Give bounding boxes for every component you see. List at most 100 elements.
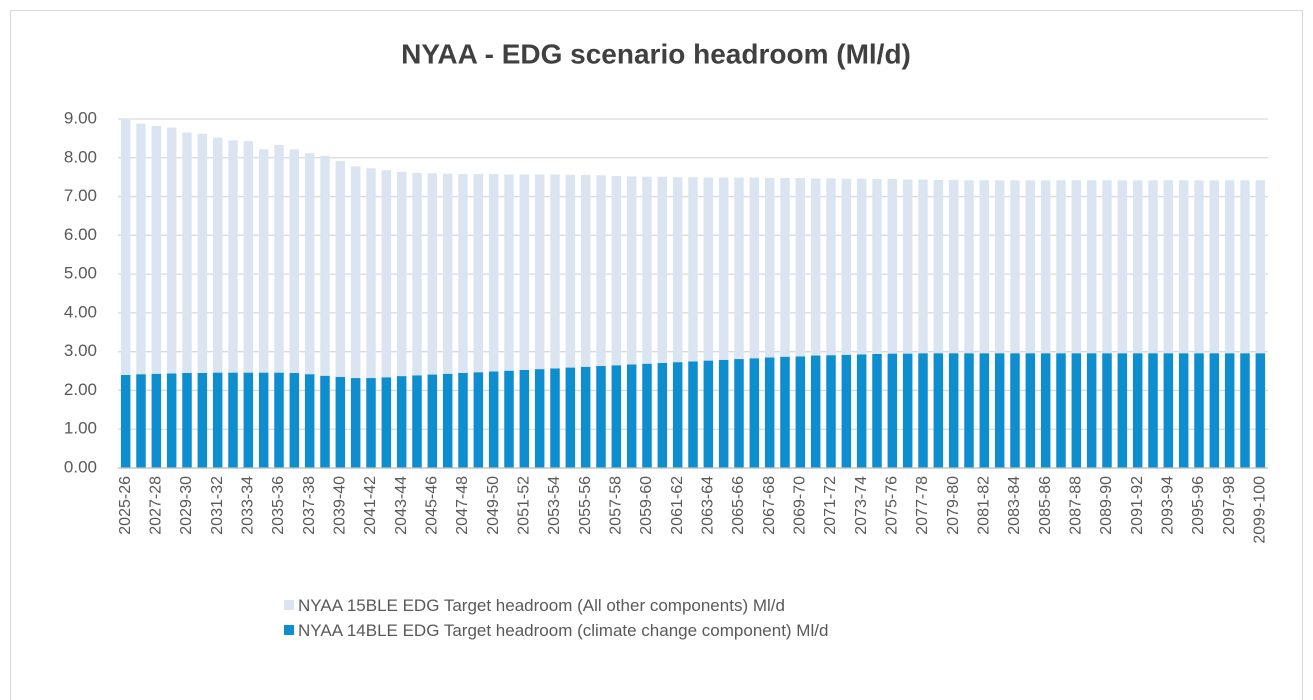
bar-segment bbox=[120, 374, 131, 468]
bar-segment bbox=[212, 372, 223, 468]
bar-segment bbox=[565, 367, 576, 468]
bar-segment bbox=[120, 119, 131, 375]
bar-segment bbox=[933, 179, 944, 354]
bar-segment bbox=[212, 137, 223, 373]
bar-segment bbox=[442, 373, 453, 468]
bar-segment bbox=[1148, 180, 1158, 354]
bar-segment bbox=[611, 176, 622, 366]
bar-segment bbox=[764, 177, 775, 358]
bar-segment bbox=[396, 376, 407, 468]
bar-segment bbox=[841, 354, 852, 468]
legend-label: NYAA 14BLE EDG Target headroom (climate … bbox=[298, 621, 829, 640]
bar-segment bbox=[642, 363, 652, 468]
x-tick-label: 2073-74 bbox=[853, 476, 870, 535]
bar-segment bbox=[258, 372, 269, 468]
bar-segment bbox=[1025, 353, 1036, 468]
bar-segment bbox=[243, 141, 254, 373]
x-tick-label: 2055-56 bbox=[577, 476, 594, 535]
x-tick-label: 2069-70 bbox=[792, 476, 809, 535]
bar-segment bbox=[350, 166, 361, 379]
bar-segment bbox=[1010, 353, 1020, 468]
bar-segment bbox=[764, 357, 775, 468]
bar-segment bbox=[1102, 353, 1112, 468]
bar-segment bbox=[902, 179, 913, 354]
bar-segment bbox=[1071, 353, 1082, 468]
legend-swatch bbox=[284, 600, 294, 610]
bar-segment bbox=[504, 174, 514, 371]
bar-segment bbox=[872, 353, 882, 468]
bar-segment bbox=[197, 372, 208, 468]
bar-segment bbox=[534, 369, 545, 468]
bar-segment bbox=[657, 362, 668, 468]
bar-segment bbox=[749, 177, 760, 359]
x-tick-label: 2053-54 bbox=[546, 476, 563, 535]
x-tick-label: 2043-44 bbox=[393, 476, 410, 535]
y-tick-label: 1.00 bbox=[64, 419, 97, 438]
bar-segment bbox=[580, 366, 591, 468]
bar-segment bbox=[1132, 180, 1143, 354]
bar-segment bbox=[703, 360, 714, 468]
bar-segment bbox=[810, 178, 821, 356]
bar-segment bbox=[151, 373, 162, 468]
x-tick-label: 2027-28 bbox=[148, 476, 165, 535]
bar-segment bbox=[458, 174, 468, 373]
x-tick-label: 2051-52 bbox=[516, 476, 533, 535]
y-tick-label: 4.00 bbox=[64, 302, 97, 321]
x-tick-label: 2067-68 bbox=[761, 476, 778, 535]
bar-segment bbox=[274, 372, 284, 468]
bar-segment bbox=[182, 372, 192, 468]
bar-segment bbox=[1163, 180, 1174, 354]
bar-segment bbox=[657, 176, 668, 363]
bar-segment bbox=[795, 356, 806, 468]
bar-segment bbox=[688, 177, 698, 362]
x-tick-label: 2063-64 bbox=[700, 476, 717, 535]
bar-segment bbox=[1163, 353, 1174, 468]
bar-segment bbox=[1056, 180, 1066, 354]
bar-segment bbox=[642, 176, 652, 364]
bar-segment bbox=[350, 378, 361, 468]
x-tick-label: 2075-76 bbox=[884, 476, 901, 535]
bar-segment bbox=[228, 372, 238, 468]
bar-segment bbox=[810, 355, 821, 468]
bar-segment bbox=[1178, 353, 1189, 468]
bar-segment bbox=[979, 353, 990, 468]
bar-segment bbox=[902, 353, 913, 468]
bar-segment bbox=[1056, 353, 1066, 468]
bar-segment bbox=[366, 168, 376, 379]
bar-segment bbox=[948, 353, 959, 468]
bar-segment bbox=[964, 180, 974, 354]
x-tick-label: 2065-66 bbox=[730, 476, 747, 535]
x-tick-label: 2047-48 bbox=[454, 476, 471, 535]
bar-segment bbox=[473, 174, 484, 373]
bar-segment bbox=[1071, 180, 1082, 354]
bar-segment bbox=[258, 149, 269, 373]
bar-segment bbox=[304, 374, 315, 468]
bar-segment bbox=[1255, 353, 1266, 468]
x-tick-label: 2029-30 bbox=[178, 476, 195, 535]
y-tick-label: 8.00 bbox=[64, 147, 97, 166]
bar-segment bbox=[718, 177, 729, 360]
bar-segment bbox=[458, 372, 468, 468]
bar-segment bbox=[182, 132, 192, 373]
bar-segment bbox=[1209, 353, 1220, 468]
bar-segment bbox=[228, 140, 238, 373]
bar-segment bbox=[412, 172, 422, 376]
bar-segment bbox=[1040, 180, 1051, 354]
bar-segment bbox=[826, 355, 836, 468]
bar-segment bbox=[151, 125, 162, 374]
bar-segment bbox=[504, 370, 514, 468]
bar-segment bbox=[335, 160, 346, 377]
bar-segment bbox=[565, 174, 576, 368]
y-tick-label: 0.00 bbox=[64, 457, 97, 476]
bar-segment bbox=[519, 174, 530, 370]
bar-segment bbox=[688, 361, 698, 468]
x-tick-label: 2033-34 bbox=[240, 476, 257, 535]
y-tick-label: 2.00 bbox=[64, 380, 97, 399]
y-tick-label: 6.00 bbox=[64, 225, 97, 244]
bar-segment bbox=[136, 123, 146, 375]
bar-segment bbox=[626, 176, 637, 365]
bar-segment bbox=[964, 353, 974, 468]
bar-segment bbox=[1117, 180, 1128, 354]
